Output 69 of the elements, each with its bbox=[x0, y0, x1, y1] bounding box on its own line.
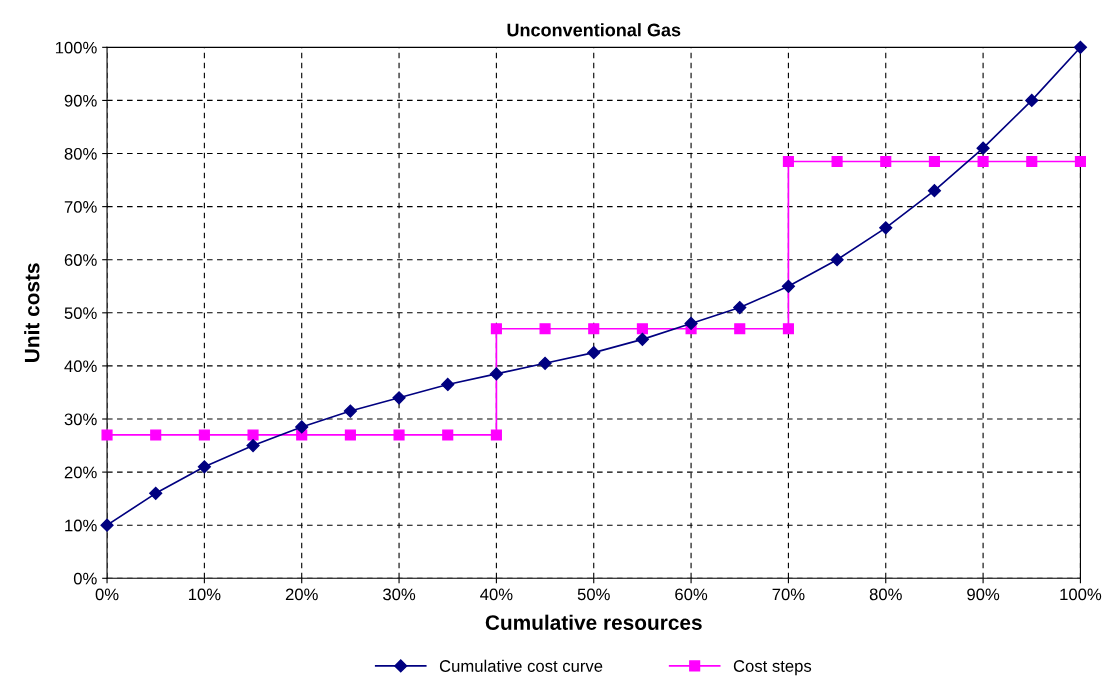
point bbox=[879, 221, 893, 235]
point bbox=[538, 356, 552, 370]
point bbox=[831, 155, 843, 168]
x-tick-label: 20% bbox=[285, 588, 318, 601]
chart-title: Unconventional Gas bbox=[507, 23, 681, 37]
x-tick-label: 100% bbox=[1060, 588, 1102, 601]
point bbox=[635, 332, 649, 346]
point bbox=[539, 323, 551, 335]
point bbox=[197, 460, 211, 474]
point bbox=[830, 253, 844, 267]
y-tick-label: 90% bbox=[64, 94, 97, 107]
point bbox=[246, 438, 260, 453]
point bbox=[343, 404, 357, 418]
x-tick-label: 70% bbox=[772, 588, 805, 601]
point bbox=[928, 155, 940, 168]
x-tick-label: 60% bbox=[675, 588, 708, 601]
point bbox=[393, 429, 405, 441]
point bbox=[587, 346, 601, 360]
x-tick-label: 80% bbox=[869, 588, 902, 601]
point bbox=[100, 518, 114, 532]
point bbox=[782, 155, 794, 168]
y-tick-label: 60% bbox=[64, 254, 97, 266]
legend-label: Cost steps bbox=[733, 660, 812, 676]
point bbox=[733, 300, 747, 315]
x-tick-label: 30% bbox=[383, 588, 416, 601]
y-tick-label: 0% bbox=[73, 572, 97, 585]
legend-label: Cumulative cost curve bbox=[439, 659, 603, 672]
point bbox=[1073, 40, 1088, 54]
point bbox=[880, 155, 892, 168]
point bbox=[1026, 155, 1038, 168]
point bbox=[295, 420, 309, 434]
point bbox=[588, 323, 600, 335]
y-tick-label: 20% bbox=[64, 466, 97, 479]
point bbox=[490, 429, 502, 441]
x-tick-label: 10% bbox=[188, 588, 221, 601]
point bbox=[198, 429, 210, 441]
y-tick-label: 40% bbox=[64, 360, 97, 373]
point bbox=[150, 429, 162, 441]
point bbox=[344, 429, 356, 441]
y-tick-label: 70% bbox=[64, 201, 97, 213]
point bbox=[101, 429, 113, 441]
y-tick-label: 50% bbox=[64, 307, 97, 320]
y-tick-label: 100% bbox=[55, 41, 97, 54]
point bbox=[442, 429, 454, 441]
x-tick-label: 90% bbox=[967, 588, 1000, 601]
y-tick-label: 80% bbox=[64, 147, 97, 160]
point bbox=[392, 391, 406, 405]
point bbox=[1074, 155, 1086, 168]
x-tick-label: 0% bbox=[95, 588, 119, 601]
y-tick-label: 10% bbox=[65, 519, 97, 532]
point bbox=[490, 323, 502, 335]
point bbox=[781, 279, 796, 293]
point bbox=[927, 184, 942, 198]
point bbox=[734, 323, 746, 335]
point bbox=[782, 323, 794, 335]
point bbox=[489, 367, 503, 381]
point bbox=[684, 316, 698, 331]
point bbox=[976, 141, 990, 155]
y-tick-label: 30% bbox=[64, 413, 97, 426]
x-tick-label: 50% bbox=[577, 588, 610, 601]
y-axis-title: Unit costs bbox=[24, 263, 40, 362]
point bbox=[977, 155, 989, 168]
x-axis-title: Cumulative resources bbox=[485, 614, 702, 630]
point bbox=[441, 377, 455, 392]
point bbox=[1025, 93, 1039, 108]
point bbox=[636, 323, 648, 335]
point bbox=[149, 486, 163, 500]
point bbox=[247, 429, 259, 441]
x-tick-label: 40% bbox=[480, 588, 513, 601]
